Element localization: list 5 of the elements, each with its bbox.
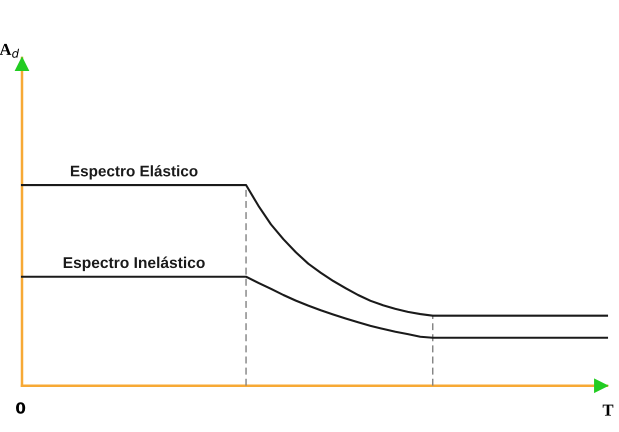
series-label: Espectro Elástico — [70, 165, 198, 180]
text: A$_{d}$ — [0, 44, 20, 58]
x-axis-title: T — [602, 404, 614, 416]
series-label: Espectro Inelástico — [64, 256, 205, 272]
text: 0 — [16, 402, 26, 414]
